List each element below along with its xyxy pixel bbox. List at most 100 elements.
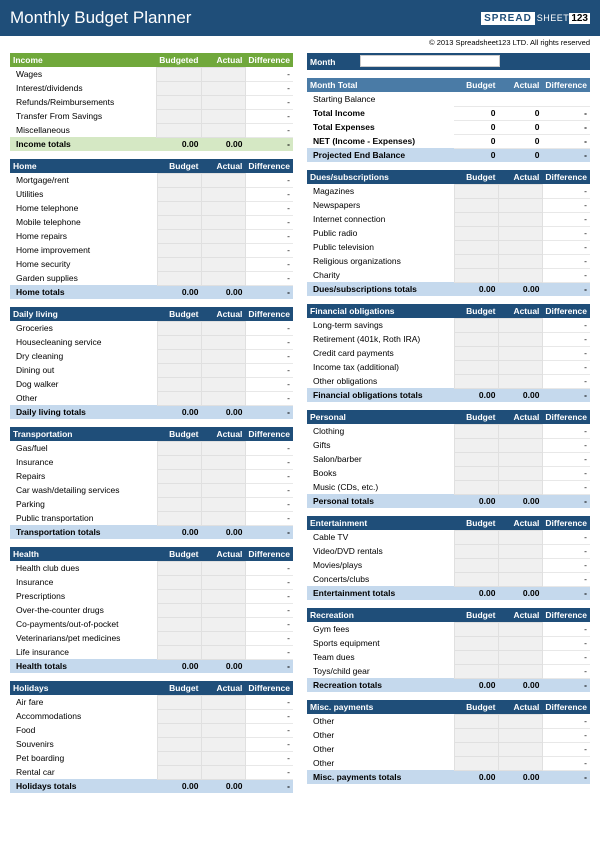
budget-cell[interactable] (157, 391, 201, 405)
actual-cell[interactable] (201, 617, 245, 631)
actual-cell[interactable] (498, 240, 542, 254)
budget-cell[interactable] (157, 349, 201, 363)
budget-cell[interactable] (454, 452, 498, 466)
budget-cell[interactable] (156, 95, 201, 109)
budget-cell[interactable] (454, 558, 498, 572)
actual-cell[interactable] (498, 212, 542, 226)
budget-cell[interactable] (157, 737, 201, 751)
budget-cell[interactable] (454, 728, 498, 742)
budget-cell[interactable] (157, 257, 201, 271)
actual-cell[interactable] (201, 81, 245, 95)
budget-cell[interactable] (454, 240, 498, 254)
actual-cell[interactable] (201, 631, 245, 645)
budget-cell[interactable] (454, 318, 498, 332)
budget-cell[interactable] (157, 455, 201, 469)
actual-cell[interactable] (498, 424, 542, 438)
budget-cell[interactable] (454, 650, 498, 664)
actual-cell[interactable] (201, 335, 245, 349)
actual-cell[interactable] (201, 469, 245, 483)
budget-cell[interactable] (454, 332, 498, 346)
actual-cell[interactable] (201, 243, 245, 257)
budget-cell[interactable] (157, 603, 201, 617)
budget-cell[interactable] (157, 335, 201, 349)
budget-cell[interactable] (157, 271, 201, 285)
actual-cell[interactable] (498, 572, 542, 586)
actual-cell[interactable] (201, 483, 245, 497)
budget-cell[interactable] (156, 81, 201, 95)
budget-cell[interactable] (454, 756, 498, 770)
actual-cell[interactable] (498, 728, 542, 742)
actual-cell[interactable] (201, 363, 245, 377)
actual-cell[interactable] (201, 695, 245, 709)
actual-cell[interactable] (201, 589, 245, 603)
budget-cell[interactable] (157, 243, 201, 257)
actual-cell[interactable] (498, 268, 542, 282)
actual-cell[interactable] (201, 765, 245, 779)
budget-cell[interactable] (156, 109, 201, 123)
actual-cell[interactable] (201, 95, 245, 109)
actual-cell[interactable] (201, 645, 245, 659)
actual-cell[interactable] (201, 751, 245, 765)
budget-cell[interactable] (157, 561, 201, 575)
month-input[interactable] (360, 55, 500, 67)
actual-cell[interactable] (201, 271, 245, 285)
actual-cell[interactable] (498, 438, 542, 452)
budget-cell[interactable] (454, 742, 498, 756)
actual-cell[interactable] (201, 561, 245, 575)
actual-cell[interactable] (201, 257, 245, 271)
budget-cell[interactable] (157, 511, 201, 525)
actual-cell[interactable] (201, 737, 245, 751)
budget-cell[interactable] (454, 346, 498, 360)
budget-cell[interactable] (157, 201, 201, 215)
actual-cell[interactable] (498, 346, 542, 360)
actual-cell[interactable] (201, 723, 245, 737)
budget-cell[interactable] (157, 173, 201, 187)
actual-cell[interactable] (498, 254, 542, 268)
budget-cell[interactable] (157, 575, 201, 589)
actual-cell[interactable] (498, 664, 542, 678)
budget-cell[interactable] (157, 765, 201, 779)
actual-cell[interactable] (498, 714, 542, 728)
budget-cell[interactable] (156, 123, 201, 137)
actual-cell[interactable] (498, 756, 542, 770)
budget-cell[interactable] (157, 441, 201, 455)
actual-cell[interactable] (201, 349, 245, 363)
budget-cell[interactable] (157, 751, 201, 765)
actual-cell[interactable] (498, 544, 542, 558)
actual-cell[interactable] (201, 391, 245, 405)
actual-cell[interactable] (201, 67, 245, 81)
actual-cell[interactable] (498, 636, 542, 650)
actual-cell[interactable] (498, 332, 542, 346)
budget-cell[interactable] (454, 424, 498, 438)
actual-cell[interactable] (201, 123, 245, 137)
actual-cell[interactable] (201, 575, 245, 589)
actual-cell[interactable] (498, 318, 542, 332)
actual-cell[interactable] (498, 226, 542, 240)
budget-cell[interactable] (454, 226, 498, 240)
budget-cell[interactable] (157, 187, 201, 201)
actual-cell[interactable] (498, 360, 542, 374)
actual-cell[interactable] (201, 441, 245, 455)
actual-cell[interactable] (201, 215, 245, 229)
budget-cell[interactable] (157, 377, 201, 391)
budget-cell[interactable] (454, 664, 498, 678)
budget-cell[interactable] (454, 544, 498, 558)
budget-cell[interactable] (454, 636, 498, 650)
actual-cell[interactable] (201, 455, 245, 469)
actual-cell[interactable] (498, 530, 542, 544)
budget-cell[interactable] (157, 229, 201, 243)
budget-cell[interactable] (454, 198, 498, 212)
budget-cell[interactable] (454, 530, 498, 544)
actual-cell[interactable] (201, 709, 245, 723)
budget-cell[interactable] (157, 483, 201, 497)
actual-cell[interactable] (498, 466, 542, 480)
actual-cell[interactable] (201, 173, 245, 187)
actual-cell[interactable] (201, 187, 245, 201)
budget-cell[interactable] (454, 714, 498, 728)
actual-cell[interactable] (201, 201, 245, 215)
budget-cell[interactable] (157, 215, 201, 229)
budget-cell[interactable] (157, 709, 201, 723)
budget-cell[interactable] (454, 374, 498, 388)
budget-cell[interactable] (454, 268, 498, 282)
actual-cell[interactable] (498, 198, 542, 212)
